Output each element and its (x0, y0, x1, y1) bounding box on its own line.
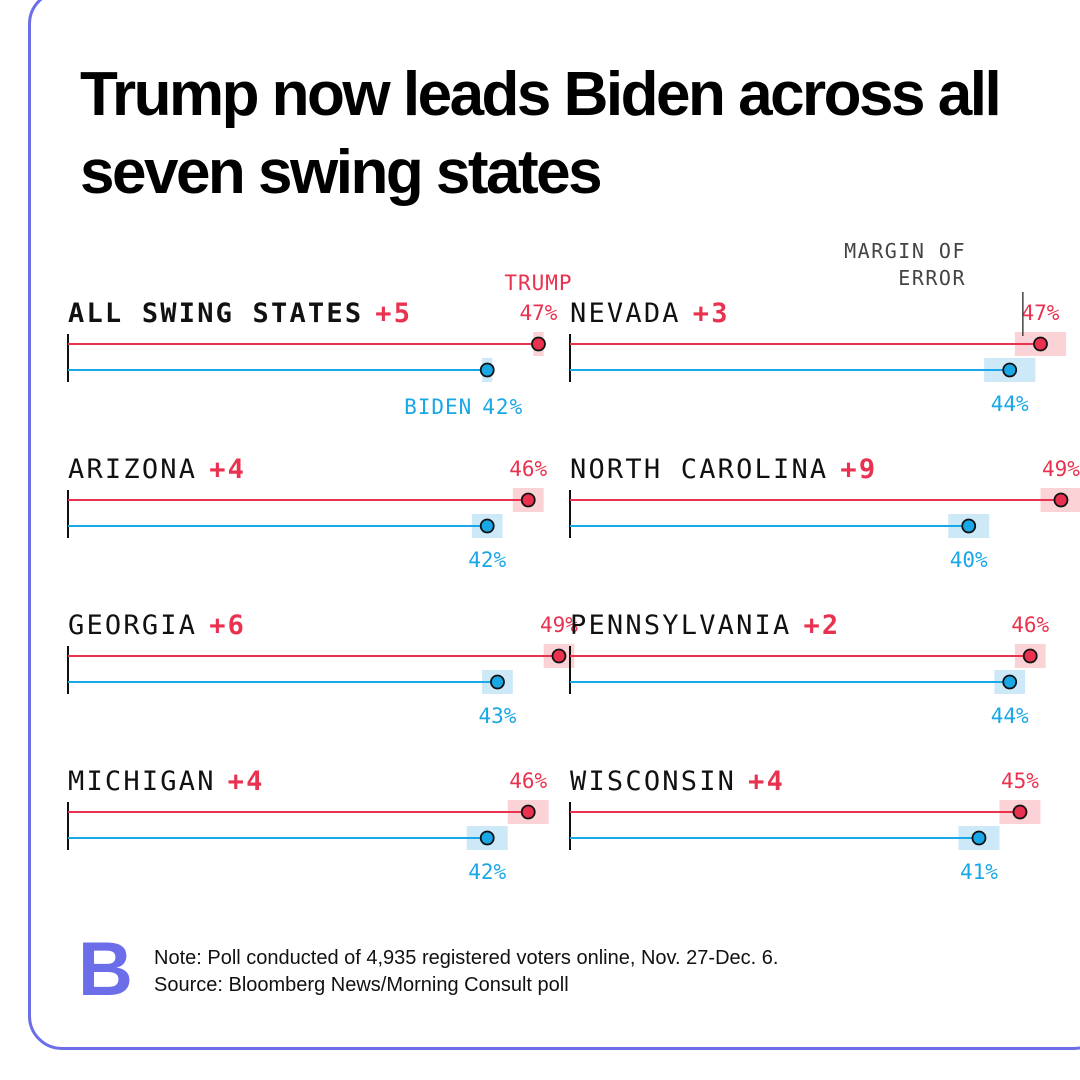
biden-value-label: 44% (991, 704, 1029, 728)
state-label: GEORGIA +6 (68, 610, 246, 641)
trump-series-label: TRUMP (504, 271, 572, 295)
trump-value-label: 47% (1022, 301, 1060, 325)
state-name: ALL SWING STATES (68, 298, 363, 329)
moe-annotation-line-2: ERROR (898, 266, 966, 290)
panel-georgia: GEORGIA +6 49% 43% (67, 610, 578, 728)
trump-dot (551, 648, 567, 664)
biden-dot (490, 674, 505, 690)
biden-value-label: 42% (468, 548, 506, 572)
state-name: GEORGIA (68, 610, 197, 641)
trump-value-label: 46% (509, 769, 547, 793)
state-name: NORTH CAROLINA (570, 454, 828, 485)
state-lead: +6 (209, 610, 246, 641)
trump-dot (520, 492, 536, 508)
biden-dot (961, 518, 977, 534)
bloomberg-logo: B (78, 927, 133, 1012)
trump-value-label: 46% (1011, 613, 1049, 637)
state-lead: +9 (840, 454, 877, 485)
biden-dot (479, 518, 495, 534)
state-label: NORTH CAROLINA +9 (570, 454, 877, 485)
trump-dot (520, 804, 536, 820)
biden-dot (1002, 674, 1018, 690)
trump-dot (1053, 492, 1069, 508)
panel-all-swing-states: ALL SWING STATES +5 47% BIDEN 42% TRUMP (67, 271, 572, 419)
state-lead: +4 (748, 766, 785, 797)
panel-north-carolina: NORTH CAROLINA +9 49% 40% (569, 454, 1080, 572)
state-name: MICHIGAN (68, 766, 216, 797)
state-name: NEVADA (570, 298, 681, 329)
poll-source: Source: Bloomberg News/Morning Consult p… (154, 974, 569, 996)
trump-dot (1033, 336, 1048, 352)
biden-value-label: BIDEN 42% (404, 395, 523, 419)
trump-dot (1012, 804, 1028, 820)
footer-notes: Note: Poll conducted of 4,935 registered… (154, 945, 778, 999)
biden-dot (1002, 362, 1018, 378)
chart-title: Trump now leads Biden across all seven s… (80, 60, 1002, 207)
panel-wisconsin: WISCONSIN +4 45% 41% (569, 766, 1041, 884)
state-lead: +3 (693, 298, 730, 329)
panel-arizona: ARIZONA +4 46% 42% (67, 454, 548, 572)
biden-value-label: 42% (468, 860, 506, 884)
state-label: MICHIGAN +4 (68, 766, 265, 797)
biden-value: 42% (482, 395, 523, 419)
trump-dot (1022, 648, 1038, 664)
panel-michigan: MICHIGAN +4 46% 42% (67, 766, 549, 884)
biden-dot (479, 830, 495, 846)
trump-value-label: 49% (1042, 457, 1080, 481)
poll-note: Note: Poll conducted of 4,935 registered… (154, 947, 779, 969)
biden-value-label: 44% (991, 392, 1029, 416)
state-label: ARIZONA +4 (68, 454, 246, 485)
state-lead: +5 (375, 298, 412, 329)
biden-dot (479, 362, 495, 378)
state-lead: +4 (209, 454, 246, 485)
trump-value-label: 49% (540, 613, 578, 637)
trump-value-label: 46% (509, 457, 547, 481)
moe-annotation-line-1: MARGIN OF (844, 239, 966, 263)
biden-value-label: 40% (950, 548, 988, 572)
panel-pennsylvania: PENNSYLVANIA +2 46% 44% (569, 610, 1050, 728)
biden-series-label: BIDEN (404, 395, 472, 419)
trump-value-label: 45% (1001, 769, 1039, 793)
trump-dot (531, 336, 546, 352)
biden-dot (971, 830, 987, 846)
state-name: PENNSYLVANIA (570, 610, 791, 641)
biden-value-label: 43% (479, 704, 517, 728)
state-lead: +2 (803, 610, 840, 641)
state-label: WISCONSIN +4 (570, 766, 785, 797)
card-frame (28, 0, 1080, 1050)
panel-nevada: NEVADA +3 47% 44% MARGIN OF ERROR (569, 239, 1067, 416)
state-name: WISCONSIN (570, 766, 736, 797)
state-label: ALL SWING STATES +5 (68, 298, 412, 329)
biden-value-label: 41% (960, 860, 998, 884)
state-name: ARIZONA (68, 454, 197, 485)
trump-value-label: 47% (520, 301, 558, 325)
state-lead: +4 (228, 766, 265, 797)
state-label: NEVADA +3 (570, 298, 730, 329)
state-label: PENNSYLVANIA +2 (570, 610, 840, 641)
